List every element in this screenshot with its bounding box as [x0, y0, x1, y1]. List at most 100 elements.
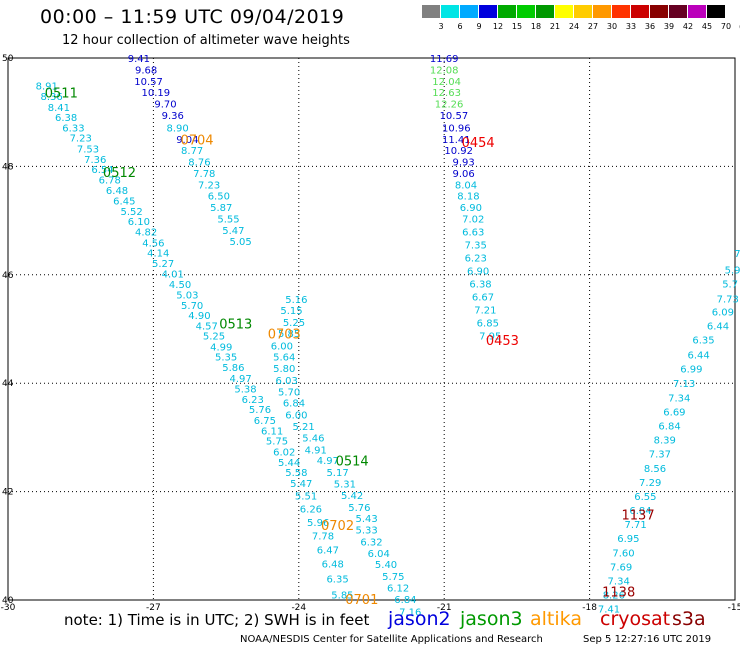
scale-swatch: [536, 5, 554, 18]
scale-label: 6: [457, 22, 463, 31]
y-tick-label: 44: [2, 379, 14, 389]
swh-value: 11.69: [430, 54, 459, 65]
x-tick-label: -18: [582, 603, 597, 613]
swh-value: 5.15: [280, 306, 302, 317]
pass-label: 0513: [219, 318, 252, 333]
swh-value: 6.50: [208, 192, 230, 203]
swh-value: 5.35: [215, 353, 237, 364]
swh-value: 5.03: [176, 290, 198, 301]
swh-value: 7.36: [84, 155, 106, 166]
swh-value: 4.91: [305, 445, 327, 456]
swh-value: 6.69: [663, 407, 685, 418]
swh-value: 8.04: [455, 180, 477, 191]
swh-value: 5.33: [356, 526, 378, 537]
swh-value: 9.06: [452, 169, 474, 180]
swh-value: 4.82: [135, 227, 157, 238]
swh-value: 5.21: [293, 422, 315, 433]
swh-value: 7.21: [474, 305, 496, 316]
swh-value: 7.34: [668, 393, 690, 404]
swh-value: 9.41: [128, 54, 150, 65]
swh-value: 6.23: [465, 253, 487, 264]
swh-value: 4.97: [230, 374, 252, 385]
swh-value: 7.16: [399, 607, 421, 618]
scale-label: 21: [549, 22, 561, 31]
swh-value: 6.38: [55, 113, 77, 124]
pass-label: 1138: [602, 585, 635, 600]
scale-swatch: [688, 5, 706, 18]
swh-value: 6.54: [91, 165, 113, 176]
swh-value: 12.63: [432, 88, 461, 99]
swh-value: 4.01: [162, 270, 184, 281]
swh-value: 5.55: [217, 214, 239, 225]
swh-value: 6.04: [368, 549, 390, 560]
scale-swatch: [574, 5, 592, 18]
swh-value: 5.16: [285, 295, 307, 306]
y-tick-label: 40: [2, 596, 14, 606]
pass-label: 1137: [622, 508, 655, 523]
satellite-cryosat: cryosat: [600, 608, 671, 630]
swh-value: 5.25: [203, 332, 225, 343]
swh-value: 11.41: [442, 135, 471, 146]
swh-value: 6.09: [712, 308, 734, 319]
satellite-s3a: s3a: [672, 608, 706, 630]
swh-value: 6.85: [477, 318, 499, 329]
swh-value: 7.60: [612, 548, 634, 559]
swh-value: 5.85: [278, 329, 300, 340]
pass-label: 0702: [321, 519, 354, 534]
swh-value: 6.33: [62, 123, 84, 134]
swh-value: 5.64: [273, 353, 295, 364]
scale-swatch: [441, 5, 459, 18]
swh-value: 9.68: [135, 65, 157, 76]
swh-value: 5.25: [283, 318, 305, 329]
swh-value: 10.92: [444, 146, 473, 157]
pass-label: 0453: [486, 334, 519, 349]
scale-swatch: [555, 5, 573, 18]
swh-value: 6.67: [472, 292, 494, 303]
swh-value: 6.26: [300, 504, 322, 515]
scale-label: 30: [606, 22, 618, 31]
swh-value: 8.76: [188, 158, 210, 169]
scale-label: 18: [530, 22, 542, 31]
scale-swatch: [422, 5, 440, 18]
swh-value: 7.37: [649, 450, 671, 461]
swh-value: 4.57: [196, 322, 218, 333]
swh-value: 9.93: [452, 158, 474, 169]
swh-value: 5.46: [302, 433, 324, 444]
footer-note: note: 1) Time is in UTC; 2) SWH is in fe…: [64, 611, 370, 629]
swh-value: 6.35: [326, 574, 348, 585]
pass-label: 0512: [103, 166, 136, 181]
swh-value: 5.96: [307, 518, 329, 529]
swh-value: 6.32: [360, 537, 382, 548]
swh-value: 5.76: [348, 503, 370, 514]
y-tick-label: 48: [2, 162, 14, 172]
pass-label: 0514: [336, 455, 369, 470]
swh-value: 7.29: [639, 478, 661, 489]
plot-frame: [7, 57, 736, 601]
swh-value: 7.78: [312, 532, 334, 543]
swh-value: 6.10: [128, 217, 150, 228]
x-tick-label: -24: [291, 603, 306, 613]
scale-swatch: [669, 5, 687, 18]
swh-value: 6.35: [692, 335, 714, 346]
scale-swatch: [593, 5, 611, 18]
swh-value: 8.90: [167, 123, 189, 134]
swh-value: 5.87: [210, 203, 232, 214]
satellite-altika: altika: [530, 608, 582, 630]
pass-label: 0511: [45, 87, 78, 102]
swh-value: 5.70: [181, 301, 203, 312]
x-tick-label: -30: [1, 603, 16, 613]
swh-value: 6.99: [680, 365, 702, 376]
y-tick-label: 50: [2, 54, 14, 64]
swh-value: 8.77: [181, 146, 203, 157]
swh-value: 7.95: [479, 332, 501, 343]
swh-value: 5.05: [230, 237, 252, 248]
swh-value: 6.84: [394, 595, 416, 606]
scale-label: 15: [511, 22, 523, 31]
scale-swatch: [517, 5, 535, 18]
swh-value: 8.91: [36, 82, 58, 93]
swh-value: 8.41: [48, 103, 70, 114]
scale-label: 42: [682, 22, 694, 31]
swh-value: 5.31: [334, 479, 356, 490]
swh-value: 6.84: [283, 399, 305, 410]
